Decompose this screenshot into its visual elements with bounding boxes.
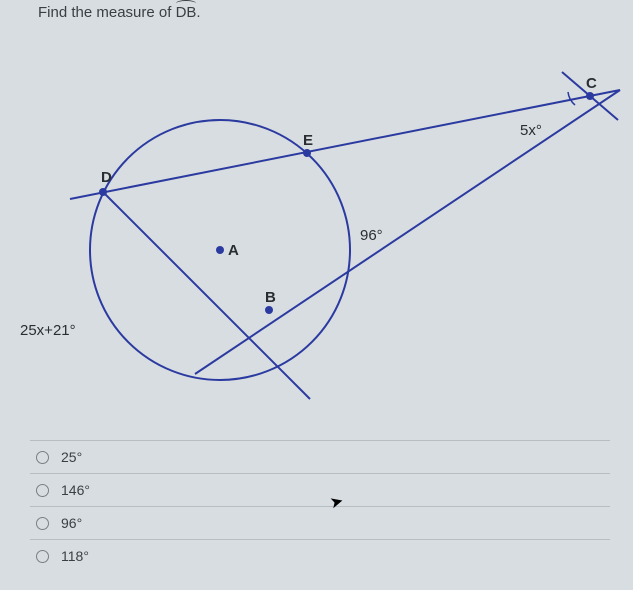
question-prefix: Find the measure of xyxy=(38,4,176,21)
option-label: 146° xyxy=(61,482,90,498)
svg-text:C: C xyxy=(586,75,597,92)
svg-text:96°: 96° xyxy=(360,227,383,244)
svg-text:25x+21°: 25x+21° xyxy=(20,322,76,339)
option-row[interactable]: 118° xyxy=(30,539,610,572)
question-suffix: . xyxy=(196,4,200,21)
svg-text:E: E xyxy=(303,132,313,149)
svg-text:A: A xyxy=(228,242,239,259)
svg-text:B: B xyxy=(265,289,276,306)
svg-text:5x°: 5x° xyxy=(520,122,542,139)
option-row[interactable]: 25° xyxy=(30,440,610,473)
arc-target: DB xyxy=(176,4,197,21)
option-label: 25° xyxy=(61,449,82,465)
option-label: 118° xyxy=(61,548,89,564)
radio-icon xyxy=(36,517,49,530)
answer-options: 25° 146° 96° 118° xyxy=(30,440,610,572)
option-row[interactable]: 96° xyxy=(30,506,610,539)
question-text: Find the measure of DB. xyxy=(38,4,201,21)
option-label: 96° xyxy=(61,515,82,531)
geometry-diagram: D E B C A 96° 25x+21° 5x° xyxy=(0,60,633,420)
radio-icon xyxy=(36,484,49,497)
svg-text:D: D xyxy=(101,169,112,186)
radio-icon xyxy=(36,550,49,563)
option-row[interactable]: 146° xyxy=(30,473,610,506)
radio-icon xyxy=(36,451,49,464)
